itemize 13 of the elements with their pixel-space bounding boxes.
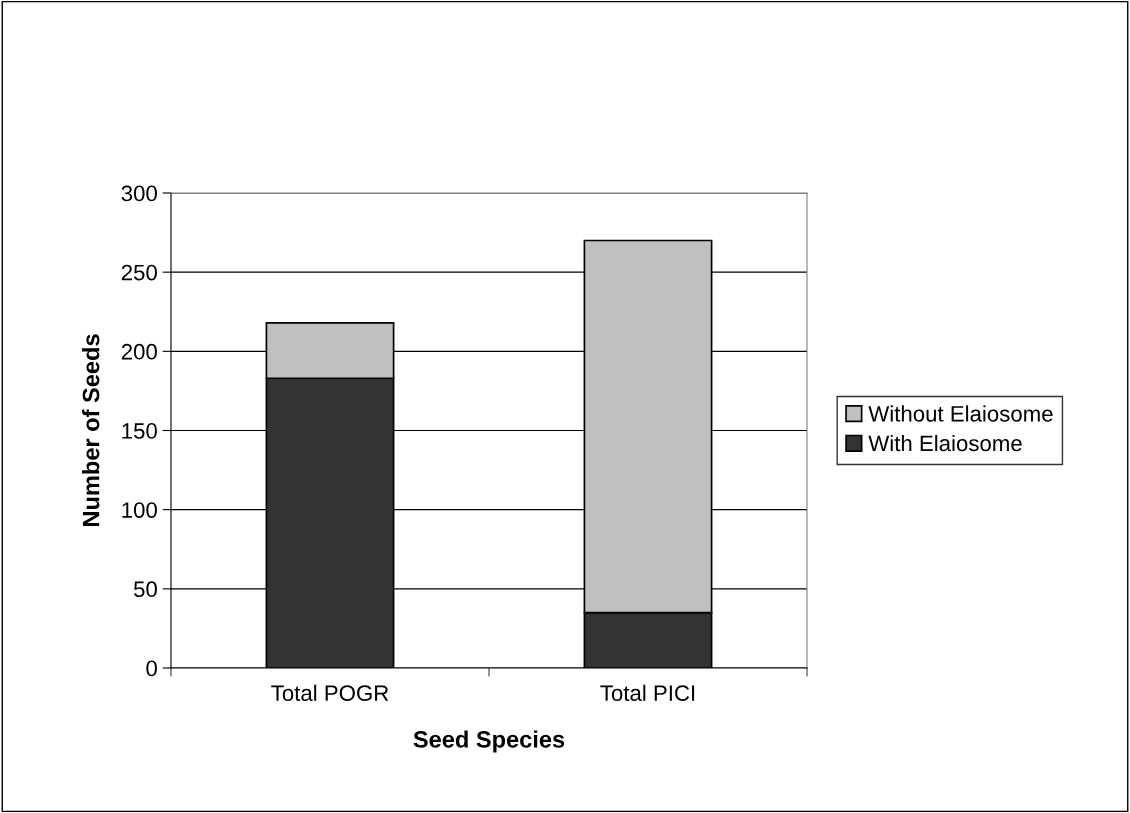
legend-label: Without Elaiosome [868,405,1053,422]
y-tick-label: 200 [121,343,157,360]
y-tick-label: 0 [146,660,157,677]
x-tick-label: Total PICI [600,684,695,701]
y-tick-label: 300 [121,185,157,202]
y-tick-label: 250 [121,264,157,281]
y-tick-label: 50 [133,581,157,598]
y-axis-title: Number of Seeds [82,334,100,527]
legend-label: With Elaiosome [868,434,1022,452]
x-axis-title: Seed Species [413,730,565,753]
y-tick-label: 150 [122,423,157,439]
x-tick-label: Total POGR [271,684,389,701]
y-tick-label: 100 [122,502,157,518]
